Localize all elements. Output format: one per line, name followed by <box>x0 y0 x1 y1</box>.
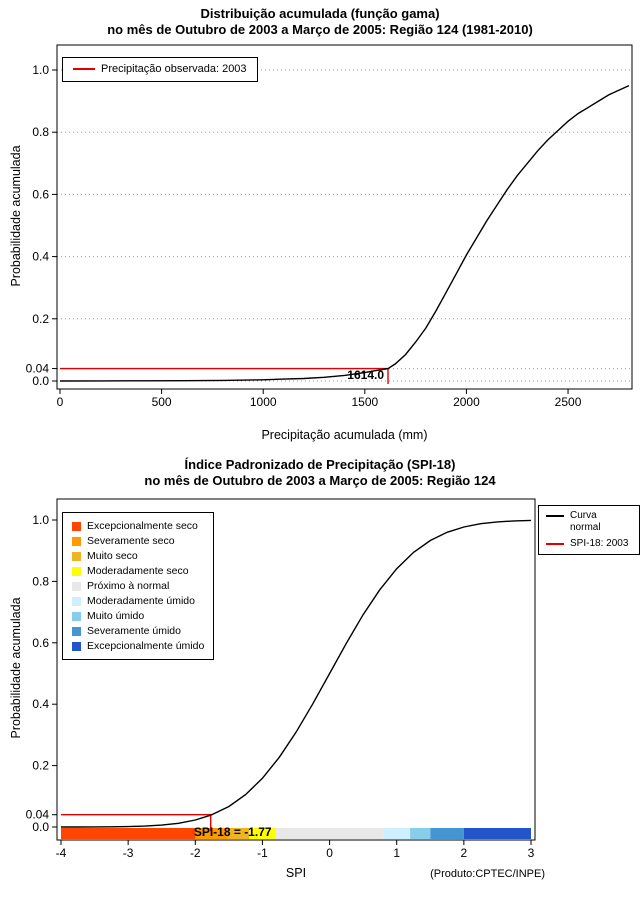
legend-label: Precipitação observada: 2003 <box>101 63 247 75</box>
y-tick-label: 0.6 <box>32 636 49 650</box>
spi-category-item: Moderadamente seco <box>72 565 204 577</box>
category-color-swatch <box>72 536 81 546</box>
category-color-swatch <box>72 641 81 651</box>
spi-band-segment <box>463 828 531 839</box>
spi-category-item: Moderadamente úmido <box>72 595 204 607</box>
y-tick-label: 0.04 <box>26 362 50 376</box>
legend-label: SPI-18: 2003 <box>570 538 629 549</box>
spi-category-item: Muito seco <box>72 550 204 562</box>
legend-line-sample <box>546 543 564 545</box>
x-tick-label: 0 <box>326 846 333 860</box>
legend-label: Curva normal <box>570 510 601 533</box>
category-color-swatch <box>72 566 81 576</box>
category-label: Severamente seco <box>87 535 175 547</box>
plot-box <box>56 44 633 390</box>
category-color-swatch <box>72 626 81 636</box>
spi-cdf-chart: Índice Padronizado de Precipitação (SPI-… <box>0 455 640 900</box>
category-label: Próximo à normal <box>87 580 170 592</box>
chart2-y-axis-label: Probabilidade acumulada <box>9 597 23 739</box>
chart1-subtitle: no mês de Outubro de 2003 a Março de 200… <box>107 22 533 37</box>
chart2-x-axis-label: SPI <box>285 866 307 880</box>
category-color-swatch <box>72 611 81 621</box>
y-tick-label: 1.0 <box>32 513 49 527</box>
x-tick-label: 0 <box>57 395 64 409</box>
chart1-title-block: Distribuição acumulada (função gama) no … <box>0 6 640 38</box>
spi-category-item: Severamente úmido <box>72 625 204 637</box>
y-tick-label: 0.8 <box>32 574 49 588</box>
spi-band-segment <box>249 828 276 839</box>
x-tick-label: 2500 <box>555 395 582 409</box>
chart2-curves-legend: Curva normal SPI-18: 2003 <box>538 505 640 555</box>
legend-line-sample <box>546 515 564 517</box>
chart2-title-block: Índice Padronizado de Precipitação (SPI-… <box>0 457 640 489</box>
category-label: Muito úmido <box>87 610 145 622</box>
spi-category-item: Excepcionalmente úmido <box>72 640 204 652</box>
category-label: Excepcionalmente seco <box>87 520 198 532</box>
category-color-swatch <box>72 596 81 606</box>
gamma-cdf-chart: Distribuição acumulada (função gama) no … <box>0 6 640 442</box>
x-tick-label: 2 <box>461 846 468 860</box>
annotation-label: SPI-18 = -1.77 <box>194 825 272 839</box>
y-tick-label: 0.2 <box>32 312 49 326</box>
category-label: Moderadamente úmido <box>87 595 195 607</box>
legend-item: Precipitação observada: 2003 <box>73 63 247 76</box>
chart2-subtitle: no mês de Outubro de 2003 a Março de 200… <box>144 473 496 488</box>
x-tick-label: -4 <box>56 846 67 860</box>
x-tick-label: -1 <box>257 846 268 860</box>
plot-box <box>56 498 536 841</box>
chart1-y-axis-label: Probabilidade acumulada <box>9 145 23 287</box>
spi-category-item: Próximo à normal <box>72 580 204 592</box>
gamma-cdf-plot: 0 500 1000 1500 2000 2500 0.00.04 0.2 0.4 0.6 0.8 1… <box>26 44 633 409</box>
spi-category-item: Excepcionalmente seco <box>72 520 204 532</box>
category-label: Excepcionalmente úmido <box>87 640 205 652</box>
legend-item: Curva normal <box>546 510 632 534</box>
gamma-cdf-curve <box>59 84 630 382</box>
category-label: Moderadamente seco <box>87 565 189 577</box>
y-tick-label: 0.04 <box>26 808 50 822</box>
legend-line-sample <box>73 68 95 70</box>
spi-band-segment <box>383 828 411 839</box>
product-credit: (Produto:CPTEC/INPE) <box>430 868 545 880</box>
x-tick-label: -2 <box>190 846 201 860</box>
y-tick-label: 0.4 <box>32 697 49 711</box>
legend-item: SPI-18: 2003 <box>546 538 632 550</box>
y-tick-label: 1.0 <box>32 63 49 77</box>
spi-category-item: Severamente seco <box>72 535 204 547</box>
spi-band-segment <box>61 828 196 839</box>
x-tick-label: 2000 <box>453 395 480 409</box>
x-tick-label: 3 <box>528 846 535 860</box>
x-tick-label: -3 <box>123 846 134 860</box>
spi-category-item: Muito úmido <box>72 610 204 622</box>
x-tick-label: 500 <box>152 395 172 409</box>
y-tick-label: 0.4 <box>32 250 49 264</box>
x-tick-label: 1000 <box>250 395 277 409</box>
y-tick-label: 0.6 <box>32 187 49 201</box>
chart1-title: Distribuição acumulada (função gama) <box>200 6 440 21</box>
category-color-swatch <box>72 521 81 531</box>
spi-categories-legend: Excepcionalmente seco Severamente seco Mui… <box>62 512 215 660</box>
spi-band-segment <box>430 828 464 839</box>
annotation-label: 1614.0 <box>347 368 384 382</box>
y-tick-label: 0.0 <box>32 820 49 834</box>
category-label: Muito seco <box>87 550 138 562</box>
spi-cdf-plot: -4 -3 -2 -1 0 1 2 3 0.00.04 0.2 0.4 0.6 0.8 1.0 SPI-18… <box>26 498 536 860</box>
chart1-x-axis-label: Precipitação acumulada (mm) <box>261 428 428 442</box>
category-color-swatch <box>72 581 81 591</box>
normal-cdf-curve <box>61 519 532 828</box>
spi-band-segment <box>228 828 249 839</box>
y-tick-label: 0.8 <box>32 125 49 139</box>
spi-band-segment <box>275 828 384 839</box>
chart2-title: Índice Padronizado de Precipitação (SPI-… <box>184 457 456 472</box>
category-color-swatch <box>72 551 81 561</box>
spi-band-segment <box>195 828 229 839</box>
x-tick-label: 1 <box>393 846 400 860</box>
y-tick-label: 0.2 <box>32 759 49 773</box>
category-label: Severamente úmido <box>87 625 181 637</box>
x-tick-label: 1500 <box>351 395 378 409</box>
y-tick-label: 0.0 <box>32 374 49 388</box>
spi-band-segment <box>410 828 431 839</box>
chart1-legend: Precipitação observada: 2003 <box>62 57 258 82</box>
